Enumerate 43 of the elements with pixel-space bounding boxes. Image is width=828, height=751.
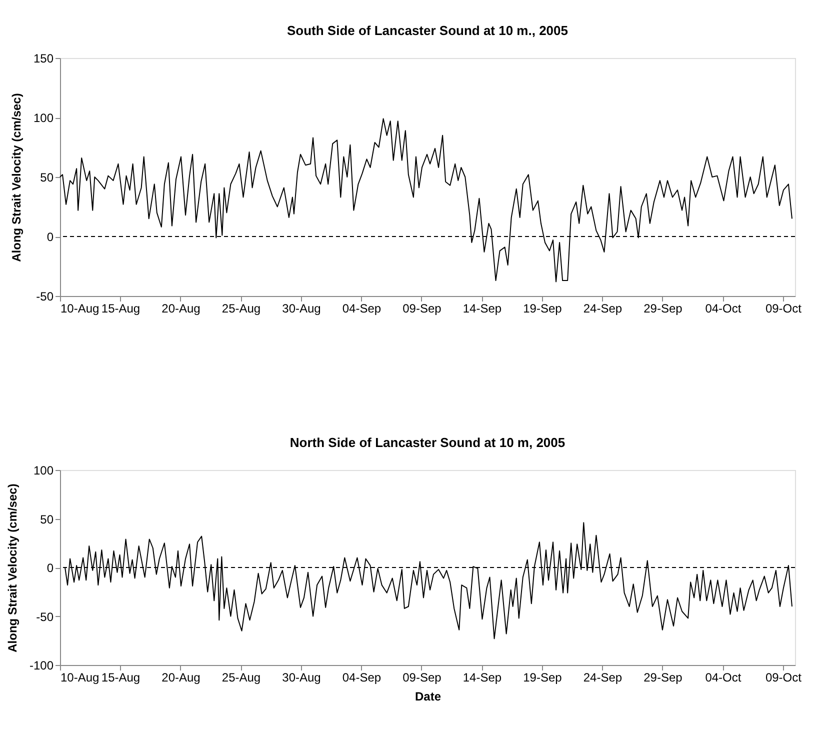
- x-axis-title: Date: [414, 690, 442, 704]
- y-axis-title: Along Strait Velocity (cm/sec): [5, 484, 20, 652]
- x-tick-label: 09-Oct: [765, 670, 802, 684]
- y-tick-label: 50: [40, 512, 54, 526]
- x-tick-label: 14-Sep: [462, 670, 502, 684]
- x-tick-label: 04-Oct: [705, 670, 742, 684]
- line-series: [60, 118, 792, 282]
- x-tick-label: 24-Sep: [583, 670, 622, 684]
- x-tick-label: 15-Aug: [101, 670, 140, 684]
- x-tick-label: 30-Aug: [282, 302, 321, 316]
- x-tick-label: 10-Aug: [60, 302, 100, 316]
- x-tick-label: 29-Sep: [644, 302, 683, 316]
- line-series: [64, 522, 792, 640]
- y-tick-label: -50: [36, 610, 54, 624]
- y-tick-label: 50: [40, 170, 54, 184]
- x-tick-label: 10-Aug: [60, 670, 100, 684]
- y-axis-title: Along Strait Velocity (cm/sec): [9, 93, 24, 262]
- x-tick-label: 04-Sep: [342, 670, 382, 684]
- y-tick-label: -100: [29, 658, 54, 672]
- x-tick-label: 09-Sep: [402, 302, 442, 316]
- x-tick-label: 09-Sep: [402, 670, 442, 684]
- y-tick-label: -50: [36, 290, 54, 304]
- x-tick-label: 25-Aug: [222, 302, 261, 316]
- x-tick-label: 20-Aug: [162, 670, 200, 684]
- x-tick-label: 04-Sep: [342, 302, 382, 316]
- y-tick-label: 150: [33, 52, 54, 66]
- x-tick-label: 19-Sep: [523, 302, 562, 316]
- x-tick-label: 24-Sep: [583, 302, 622, 316]
- y-tick-label: 0: [46, 561, 54, 575]
- x-tick-label: 29-Sep: [644, 670, 683, 684]
- x-tick-label: 15-Aug: [101, 302, 140, 316]
- y-tick-label: 0: [46, 230, 54, 244]
- x-tick-label: 19-Sep: [523, 670, 562, 684]
- x-tick-label: 09-Oct: [765, 302, 802, 316]
- chart-title: North Side of Lancaster Sound at 10 m, 2005: [290, 435, 566, 450]
- y-tick-label: 100: [33, 111, 54, 125]
- x-tick-label: 20-Aug: [162, 302, 200, 316]
- x-tick-label: 14-Sep: [462, 302, 502, 316]
- x-tick-label: 25-Aug: [222, 670, 261, 684]
- x-tick-label: 30-Aug: [282, 670, 321, 684]
- x-tick-label: 04-Oct: [705, 302, 742, 316]
- chart-title: South Side of Lancaster Sound at 10 m., 2005: [286, 23, 568, 38]
- y-tick-label: 100: [33, 464, 54, 478]
